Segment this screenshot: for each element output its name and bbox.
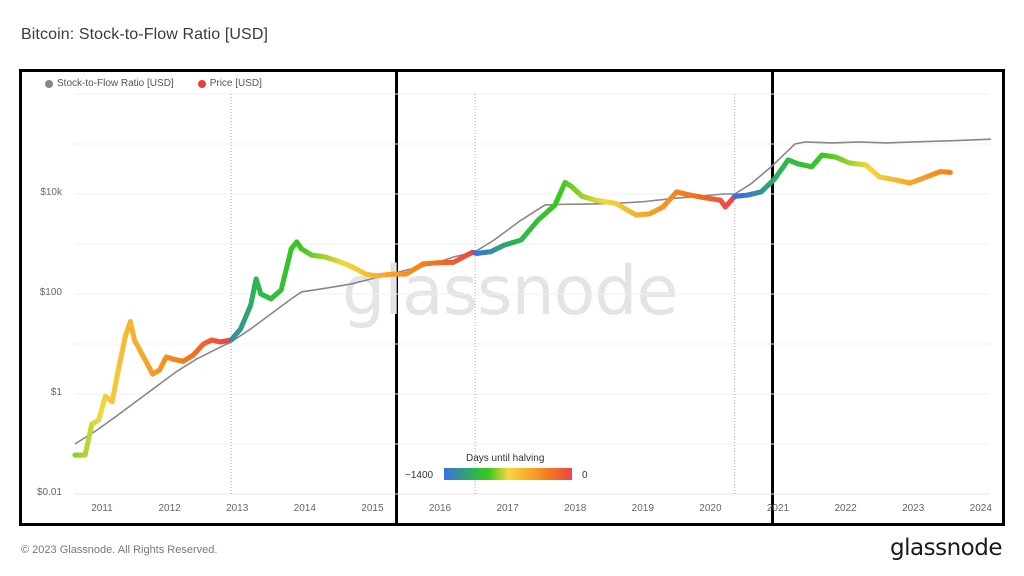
x-tick-label: 2018: [564, 503, 587, 514]
x-tick-label: 2016: [428, 503, 452, 514]
halving-markers: [230, 94, 736, 494]
colorbar-title: Days until halving: [466, 453, 545, 464]
legend-dot-icon: [45, 79, 53, 88]
x-tick-label: 2014: [293, 503, 316, 514]
x-tick-label: 2023: [902, 503, 925, 514]
colorbar: [444, 468, 572, 480]
page-title: Bitcoin: Stock-to-Flow Ratio [USD]: [21, 26, 269, 43]
y-tick-label: $10k: [40, 187, 62, 198]
x-tick-label: 2019: [631, 503, 654, 514]
chart-frame: [19, 69, 1005, 526]
chart-legend: Stock-to-Flow Ratio [USD] Price [USD]: [45, 78, 262, 89]
colorbar-max-label: 0: [582, 470, 588, 481]
section-divider-2: [771, 69, 774, 526]
legend-label: Price [USD]: [209, 78, 262, 89]
price-line: [72, 152, 953, 458]
copyright: © 2023 Glassnode. All Rights Reserved.: [21, 544, 218, 556]
x-tick-label: 2024: [969, 503, 992, 514]
x-tick-label: 2017: [496, 503, 519, 514]
watermark: glassnode: [342, 252, 678, 331]
legend-label: Stock-to-Flow Ratio [USD]: [57, 78, 174, 89]
x-tick-label: 2021: [766, 503, 790, 514]
x-tick-label: 2022: [834, 503, 857, 514]
x-tick-label: 2013: [226, 503, 249, 514]
gridlines: [74, 93, 990, 495]
legend-item-price[interactable]: Price [USD]: [197, 78, 262, 89]
x-tick-label: 2015: [361, 503, 384, 514]
y-tick-label: $0.01: [36, 487, 62, 498]
x-tick-label: 2020: [699, 503, 722, 514]
brand-logo: glassnode: [890, 535, 1002, 561]
s2f-line: [74, 138, 991, 445]
colorbar-min-label: ~1400: [405, 470, 434, 481]
y-tick-label: $1: [50, 387, 62, 398]
x-tick-label: 2012: [158, 503, 181, 514]
section-divider-1: [395, 69, 398, 526]
legend-dot-icon: [197, 79, 206, 88]
x-tick-label: 2011: [91, 503, 113, 514]
legend-item-s2f[interactable]: Stock-to-Flow Ratio [USD]: [45, 78, 174, 89]
y-tick-label: $100: [39, 287, 62, 298]
